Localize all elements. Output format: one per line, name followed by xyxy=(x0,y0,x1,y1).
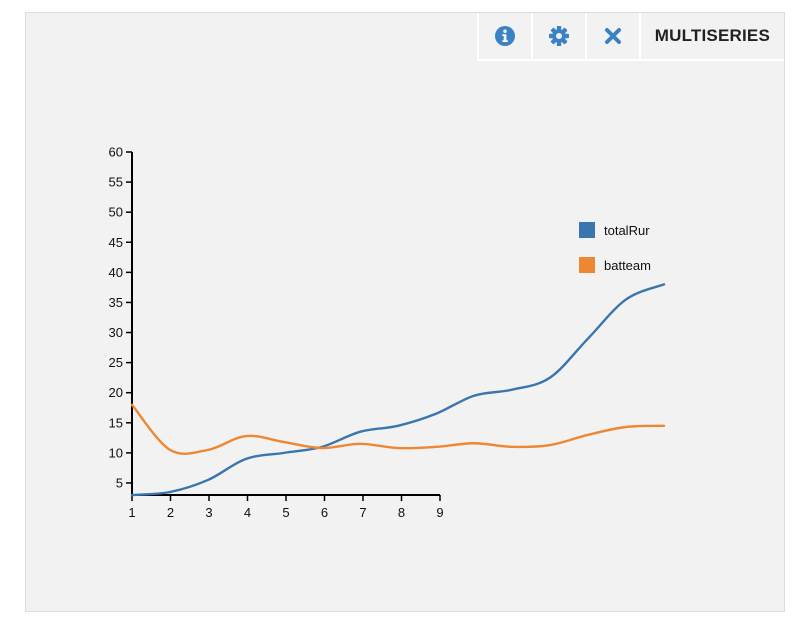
y-tick-label: 20 xyxy=(109,385,123,400)
x-tick-label: 3 xyxy=(205,505,212,520)
y-tick-label: 55 xyxy=(109,175,123,190)
legend-label-totalRur: totalRur xyxy=(604,223,650,238)
y-tick-label: 50 xyxy=(109,205,123,220)
series-line-batteam xyxy=(132,405,664,454)
info-button[interactable] xyxy=(477,13,531,61)
y-tick-label: 5 xyxy=(116,475,123,490)
y-tick-label: 15 xyxy=(109,415,123,430)
x-tick-label: 8 xyxy=(398,505,405,520)
chart-panel: 5 10 15 20 25 30 35 40 45 50 55 60 1 2 3 4 5 6 7 8 9 totalRur… xyxy=(25,12,785,612)
toolbar: MULTISERIES xyxy=(477,13,784,61)
x-tick-label: 4 xyxy=(244,505,251,520)
legend-swatch-batteam xyxy=(579,257,595,273)
x-tick-label: 2 xyxy=(167,505,174,520)
close-icon xyxy=(603,26,623,46)
x-tick-label: 1 xyxy=(128,505,135,520)
y-tick-label: 40 xyxy=(109,265,123,280)
y-tick-label: 30 xyxy=(109,325,123,340)
y-tick-label: 10 xyxy=(109,445,123,460)
x-tick-label: 5 xyxy=(282,505,289,520)
legend-swatch-totalRur xyxy=(579,222,595,238)
y-tick-label: 60 xyxy=(109,145,123,160)
close-button[interactable] xyxy=(585,13,639,61)
info-circle-icon xyxy=(494,25,516,47)
gear-icon xyxy=(548,25,570,47)
x-tick-label: 6 xyxy=(321,505,328,520)
series-line-totalRur xyxy=(132,284,664,495)
settings-button[interactable] xyxy=(531,13,585,61)
y-tick-label: 35 xyxy=(109,295,123,310)
y-tick-label: 25 xyxy=(109,355,123,370)
y-tick-label: 45 xyxy=(109,235,123,250)
x-tick-label: 9 xyxy=(436,505,443,520)
x-tick-label: 7 xyxy=(359,505,366,520)
legend-label-batteam: batteam xyxy=(604,258,651,273)
multiseries-tab[interactable]: MULTISERIES xyxy=(639,13,784,61)
